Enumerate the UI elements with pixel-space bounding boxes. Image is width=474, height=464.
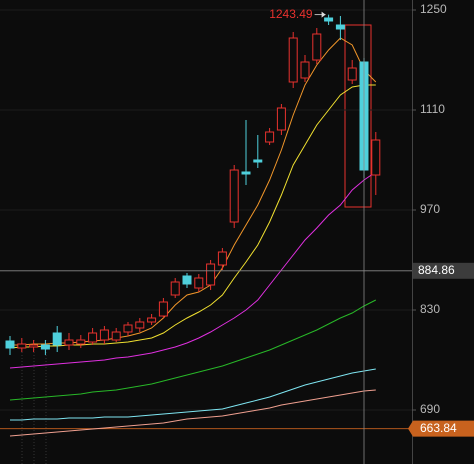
candle-body bbox=[206, 263, 216, 286]
y-tick-label: 830 bbox=[420, 302, 440, 316]
candle-body bbox=[194, 277, 204, 289]
candle-body bbox=[324, 17, 334, 22]
y-tick-label: 1110 bbox=[420, 102, 445, 116]
ma-line bbox=[10, 368, 376, 421]
candle-body bbox=[40, 344, 50, 350]
ma-line bbox=[9, 389, 376, 437]
crosshair-price-label: 884.86 bbox=[418, 263, 455, 277]
candle-body bbox=[288, 37, 298, 83]
ma-line bbox=[9, 171, 377, 369]
crosshair-price-box bbox=[413, 262, 474, 279]
reference-price-label: 663.84 bbox=[420, 421, 457, 435]
ma-line bbox=[9, 299, 377, 401]
reference-price-box bbox=[408, 420, 474, 437]
candle-body bbox=[170, 281, 180, 296]
y-tick-label: 690 bbox=[420, 402, 440, 416]
candle-body bbox=[147, 317, 157, 323]
candle-body bbox=[158, 301, 168, 317]
y-tick-label: 970 bbox=[420, 202, 440, 216]
candle-body bbox=[5, 340, 15, 349]
candle-body bbox=[347, 67, 357, 81]
candle-body bbox=[123, 324, 133, 333]
candle-body bbox=[265, 131, 275, 143]
high-marker-arrowhead bbox=[321, 11, 326, 18]
y-tick-label: 1250 bbox=[420, 2, 447, 16]
candle-body bbox=[335, 24, 345, 30]
candle-body bbox=[111, 331, 121, 341]
candle-body bbox=[29, 344, 39, 348]
candle-body bbox=[88, 332, 98, 343]
candle-body bbox=[52, 332, 62, 346]
candle-body bbox=[312, 33, 322, 61]
high-marker-label: 1243.49 bbox=[269, 7, 313, 21]
candle-body bbox=[253, 159, 263, 163]
candle-body bbox=[300, 61, 310, 79]
candle-body bbox=[229, 169, 239, 223]
candle-body bbox=[182, 275, 192, 285]
candle-body bbox=[76, 339, 86, 345]
candle-body bbox=[217, 251, 227, 266]
candle-body bbox=[276, 107, 286, 131]
highlight-box bbox=[344, 24, 372, 208]
candle-body bbox=[99, 329, 109, 341]
candle-body bbox=[64, 339, 74, 346]
candle-body bbox=[135, 321, 145, 329]
candle-body bbox=[371, 139, 381, 176]
candle-body bbox=[17, 343, 27, 349]
candle-body bbox=[241, 171, 251, 175]
